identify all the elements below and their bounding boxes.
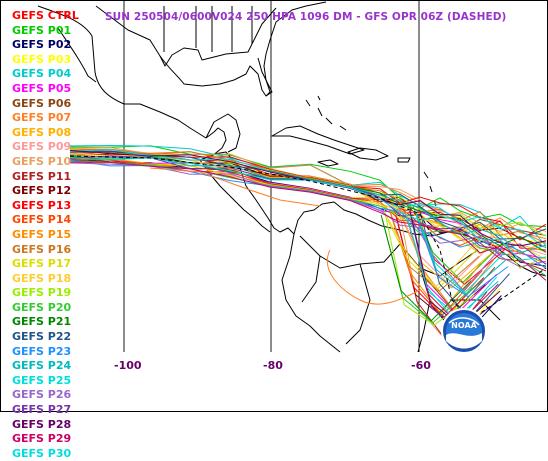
ensemble-contours — [69, 144, 547, 345]
ensemble-legend: GEFS CTRL GEFS P01 GEFS P02 GEFS P03 GEFS P0… — [12, 9, 79, 461]
legend-item: GEFS P12 — [12, 184, 72, 198]
gulf-coast — [159, 53, 271, 97]
legend-item: GEFS P15 — [12, 227, 72, 241]
legend-item: GEFS P07 — [12, 111, 72, 125]
south-america-west — [281, 233, 341, 353]
legend-item: GEFS P25 — [12, 373, 72, 387]
map-canvas: NOAA — [37, 0, 547, 354]
legend-item: GEFS P10 — [12, 154, 72, 168]
legend-item: GEFS P16 — [12, 242, 72, 256]
lesser-antilles — [423, 171, 437, 219]
longitude-label-100: -100 — [114, 359, 142, 372]
us-states — [163, 6, 253, 52]
legend-item: GEFS P28 — [12, 417, 72, 431]
legend-item: GEFS P23 — [12, 344, 72, 358]
legend-item: GEFS P09 — [12, 140, 72, 154]
bahamas — [305, 95, 347, 131]
legend-item: GEFS P27 — [12, 403, 72, 417]
legend-item: GEFS P20 — [12, 300, 72, 314]
legend-item: GEFS P30 — [12, 446, 72, 460]
legend-item: GEFS P01 — [12, 23, 72, 37]
legend-item: GEFS P02 — [12, 38, 72, 52]
outlier-contour — [149, 167, 421, 305]
legend-item: GEFS P18 — [12, 271, 72, 285]
hispaniola — [347, 147, 389, 161]
florida — [257, 57, 273, 97]
legend-item: GEFS P29 — [12, 432, 72, 446]
legend-item: GEFS P06 — [12, 96, 72, 110]
logo-text: NOAA — [451, 321, 477, 330]
legend-item: GEFS P14 — [12, 213, 72, 227]
legend-item: GEFS P21 — [12, 315, 72, 329]
contour-gefs-p20 — [69, 160, 547, 324]
legend-item: GEFS CTRL — [12, 9, 79, 22]
legend-item: GEFS P13 — [12, 198, 72, 212]
yucatan — [205, 113, 241, 153]
us-mexico-border — [95, 5, 277, 67]
legend-item: GEFS P04 — [12, 67, 72, 81]
cuba — [271, 125, 365, 155]
longitude-label-80: -80 — [263, 359, 283, 372]
legend-item: GEFS P26 — [12, 388, 72, 402]
contour-gefs-p01 — [69, 145, 547, 284]
legend-item: GEFS P24 — [12, 359, 72, 373]
legend-item: GEFS P08 — [12, 125, 72, 139]
noaa-logo-icon: NOAA — [441, 308, 487, 354]
longitude-label-60: -60 — [411, 359, 431, 372]
legend-item: GEFS P19 — [12, 286, 72, 300]
contour-gefs-p24 — [69, 155, 547, 296]
jamaica — [317, 159, 339, 167]
legend-item: GEFS P17 — [12, 257, 72, 271]
legend-item: GEFS P05 — [12, 81, 72, 95]
puerto-rico — [397, 157, 411, 163]
map-title: SUN 250504/0600V024 250 HPA 1096 DM - GF… — [105, 11, 507, 23]
contour-gefs-p26 — [69, 162, 547, 292]
baja — [57, 27, 97, 83]
contour-gefs-p09 — [69, 151, 547, 287]
us-mexico-coast — [37, 5, 227, 161]
legend-item: GEFS P11 — [12, 169, 72, 183]
legend-item: GEFS P22 — [12, 330, 72, 344]
legend-item: GEFS P03 — [12, 52, 72, 66]
gfs-operational-contour — [69, 155, 547, 321]
east-coast — [265, 1, 327, 55]
